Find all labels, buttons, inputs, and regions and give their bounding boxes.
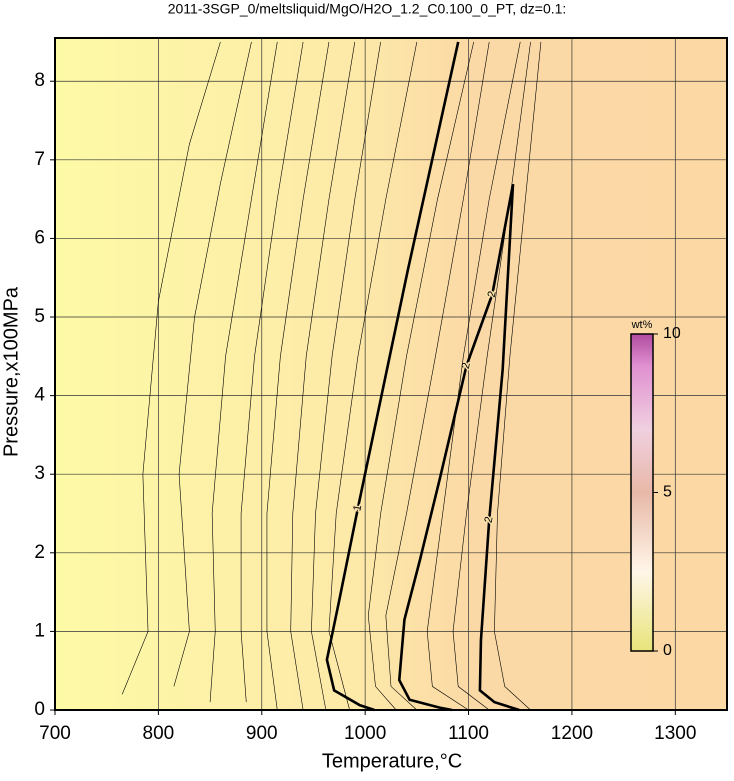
x-tick-label: 1000 [344, 723, 386, 744]
y-tick-label: 6 [34, 227, 45, 248]
x-tick-label: 900 [246, 723, 278, 744]
contour-label: 2 [460, 361, 473, 369]
y-tick-label: 1 [34, 620, 45, 641]
plot-background [55, 38, 727, 710]
x-tick-label: 700 [39, 723, 71, 744]
contour-line [385, 41, 490, 711]
y-axis-label: Pressure,x100MPa [0, 286, 22, 457]
y-tick-label: 8 [34, 70, 45, 91]
contour-line [478, 184, 520, 712]
contour-label: 2 [483, 516, 496, 524]
contour-line [367, 41, 475, 711]
colorbar [630, 333, 654, 652]
contour-line [452, 41, 531, 711]
x-tick-label: 1200 [551, 723, 593, 744]
colorbar-tick-label: 10 [663, 325, 681, 342]
contour-line [173, 41, 252, 687]
contour-label: 1 [351, 504, 364, 512]
contour-line [426, 41, 521, 711]
y-tick-label: 2 [34, 542, 45, 563]
colorbar-label: wt% [631, 319, 653, 331]
x-tick-label: 1300 [654, 723, 696, 744]
colorbar-tick-label: 5 [663, 484, 672, 501]
x-axis-label: Temperature,°C [322, 750, 462, 772]
contour-line [290, 41, 356, 711]
y-tick-label: 3 [34, 463, 45, 484]
contour-line [494, 41, 542, 711]
x-tick-label: 1100 [448, 723, 489, 744]
y-tick-label: 4 [34, 385, 45, 406]
x-tick-label: 800 [143, 723, 175, 744]
contour-line [121, 41, 221, 695]
contour-line [328, 41, 418, 711]
colorbar-tick-label: 0 [663, 642, 672, 659]
y-tick-label: 5 [34, 306, 45, 327]
contour-line [311, 41, 381, 711]
contour-line [266, 41, 330, 711]
contour-line [325, 41, 460, 712]
plot-frame [54, 37, 728, 711]
y-tick-label: 0 [34, 699, 45, 720]
contour-label: 2 [486, 290, 499, 298]
contour-line [397, 183, 515, 712]
chart-title: 2011-3SGP_0/meltsliquid/MgO/H2O_1.2_C0.1… [168, 1, 567, 17]
contour-line [240, 41, 304, 703]
contour-line [209, 41, 278, 703]
y-tick-label: 7 [34, 149, 45, 170]
